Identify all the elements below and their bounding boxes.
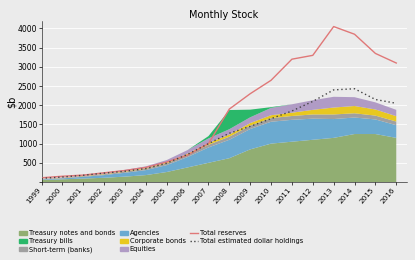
Legend: Treasury notes and bonds, Treasury bills, Short-term (banks), Agencies, Corporat: Treasury notes and bonds, Treasury bills… [19, 230, 303, 253]
Title: Monthly Stock: Monthly Stock [190, 10, 259, 20]
Y-axis label: $b: $b [7, 95, 17, 108]
